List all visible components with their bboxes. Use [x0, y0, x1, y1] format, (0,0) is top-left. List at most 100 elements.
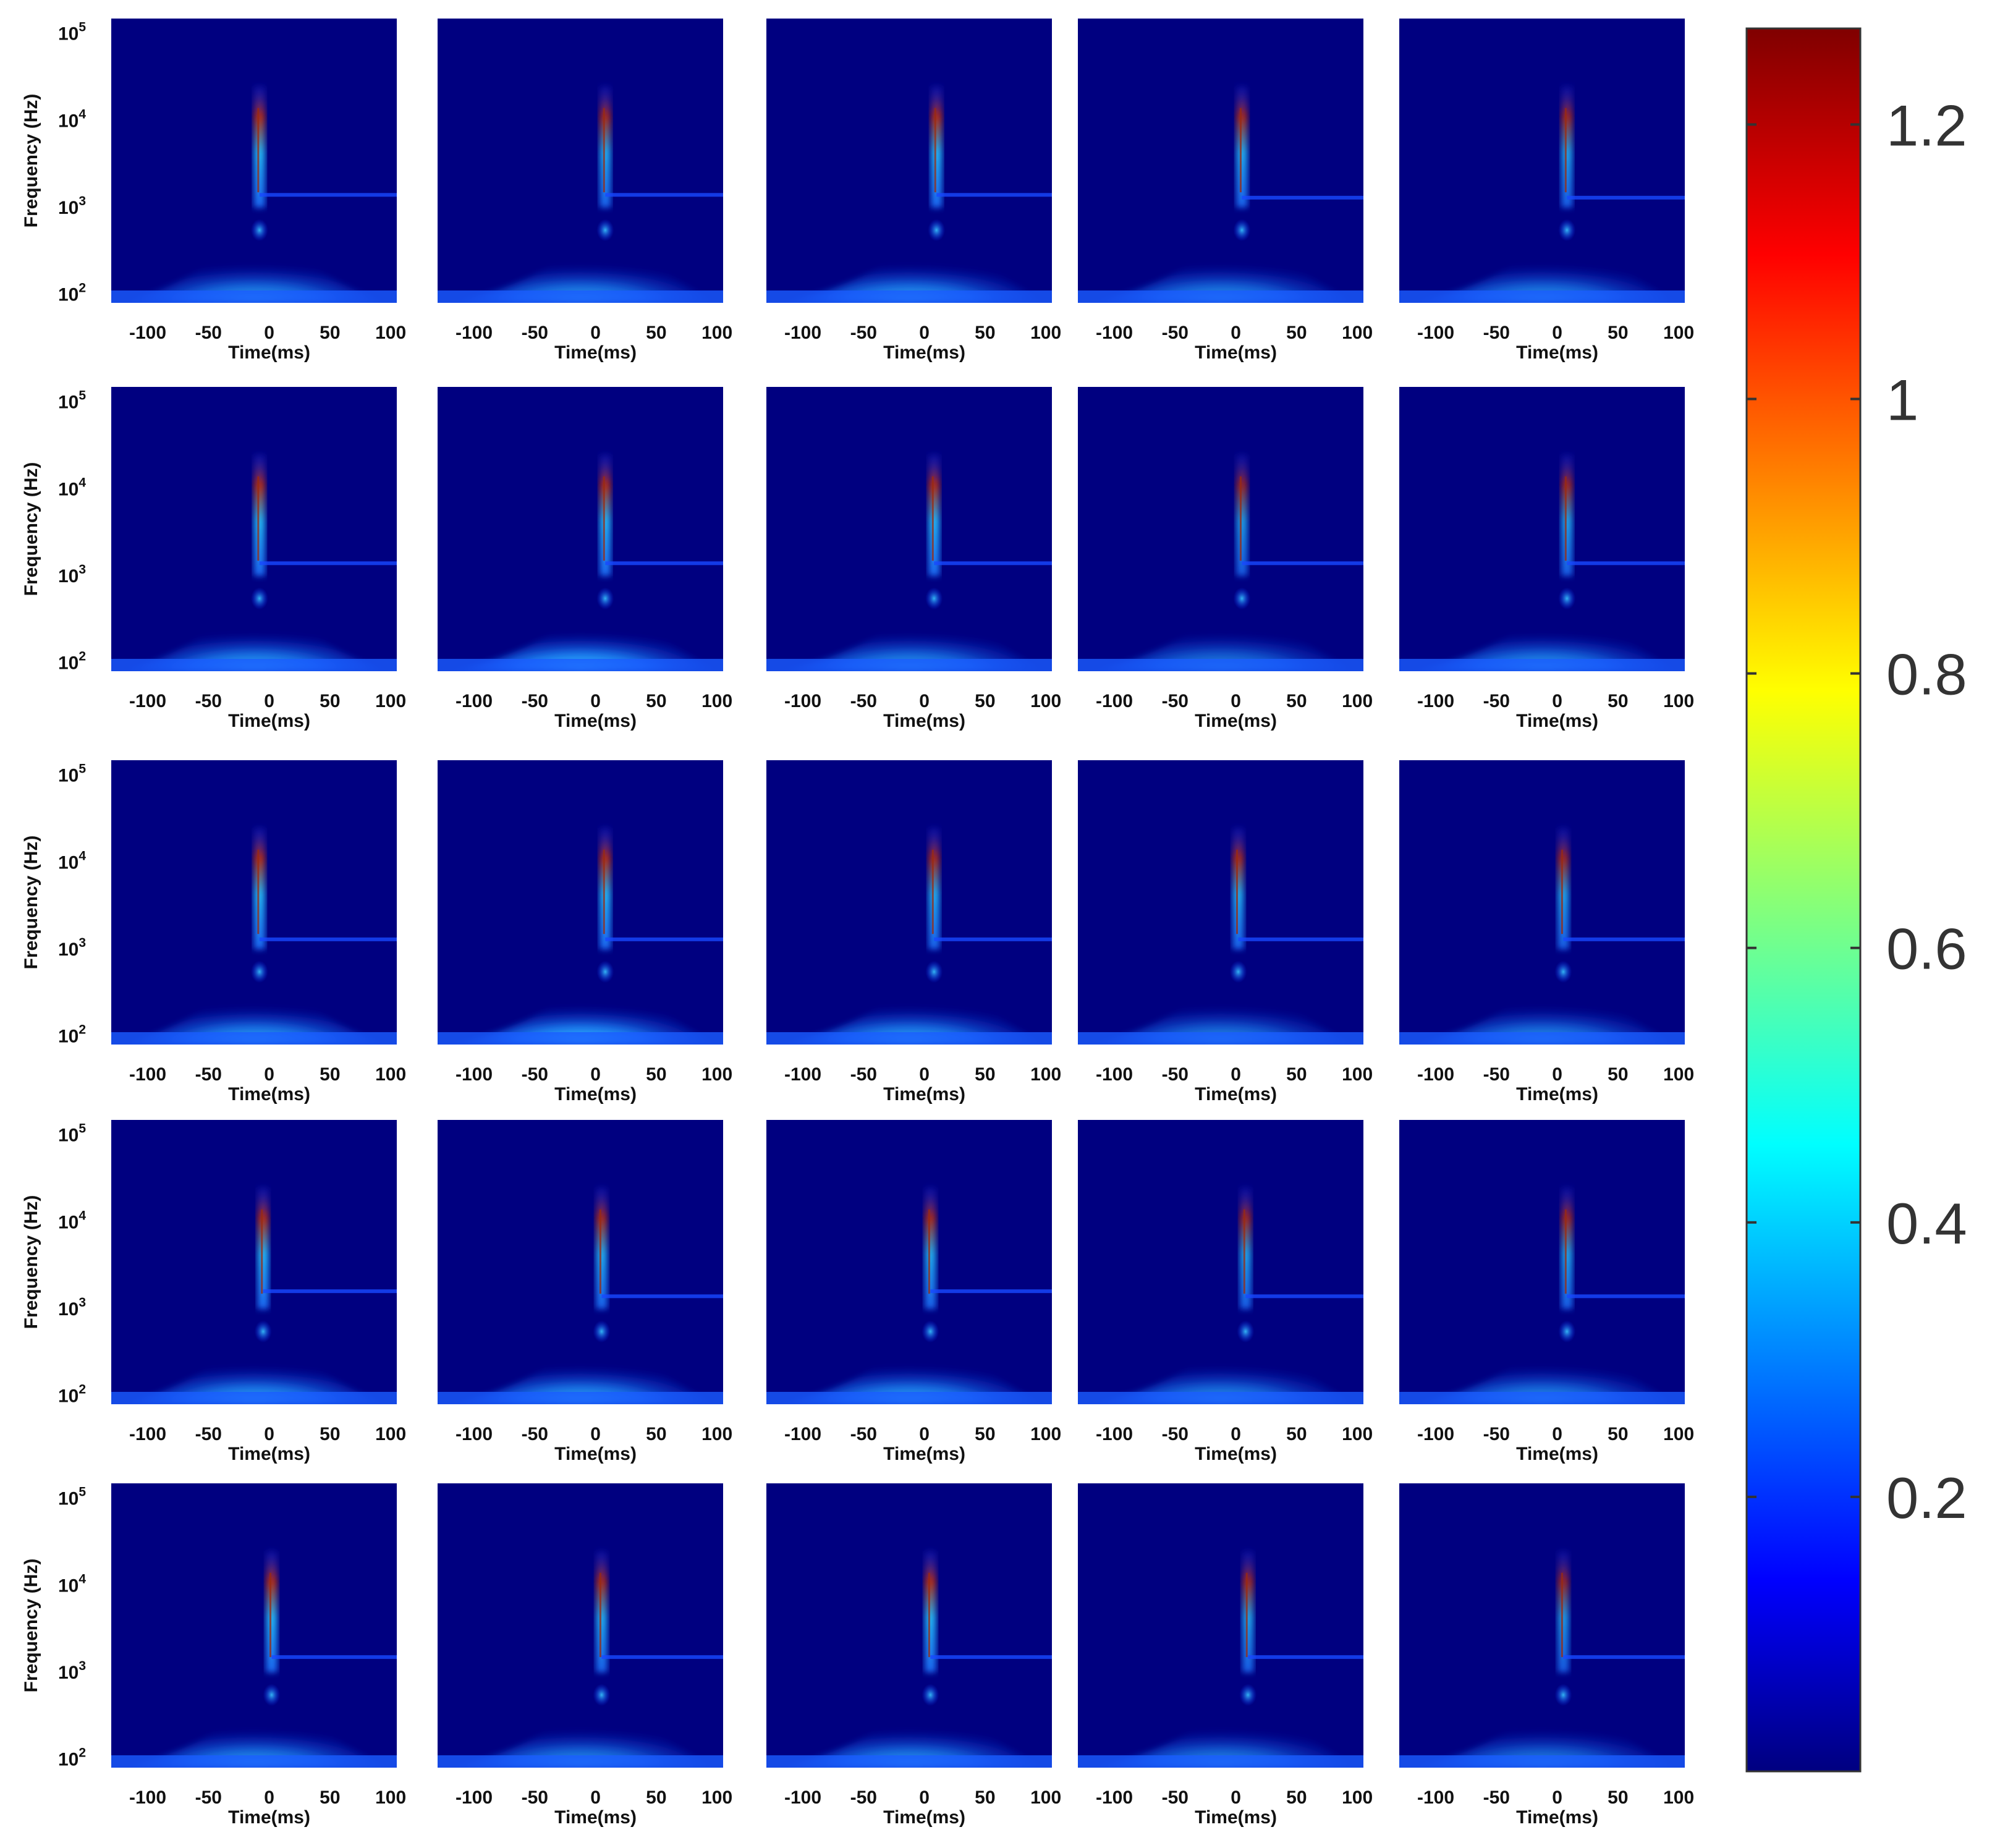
spectrogram-panel	[1399, 387, 1685, 671]
x-tick-label: 100	[1342, 691, 1373, 711]
y-tick-label: 105	[58, 1485, 86, 1509]
x-tick-label: 0	[919, 323, 930, 343]
x-axis-title: Time(ms)	[228, 711, 310, 731]
y-axis-title: Frequency (Hz)	[21, 836, 41, 970]
x-tick-label: -100	[1096, 691, 1133, 711]
spectrogram-panel	[1078, 760, 1363, 1045]
bottom-band	[766, 1032, 1052, 1045]
x-tick-label: -100	[1096, 1064, 1133, 1085]
x-tick-label: -50	[522, 691, 548, 711]
x-tick-label: 50	[646, 1064, 666, 1085]
x-tick-label: -50	[850, 1787, 877, 1808]
bottom-band	[438, 659, 723, 671]
x-axis-title: Time(ms)	[883, 1807, 965, 1828]
x-tick-label: -100	[1096, 1787, 1133, 1808]
x-axis: -100 -50 0 50 100 Time(ms)	[1417, 323, 1694, 363]
x-tick-label: 0	[590, 1787, 601, 1808]
x-tick-label: -100	[456, 691, 493, 711]
broadband-burst	[1232, 828, 1244, 949]
x-tick-label: 50	[1608, 323, 1628, 343]
x-tick-label: 100	[1342, 1064, 1373, 1085]
x-tick-label: 0	[1552, 1787, 1562, 1808]
spectrogram-panel	[1399, 19, 1685, 303]
x-axis-title: Time(ms)	[1516, 1807, 1598, 1828]
x-tick-label: -50	[195, 1424, 222, 1444]
low-frequency-cone	[1399, 227, 1685, 303]
low-frequency-cone	[1399, 1692, 1685, 1768]
x-tick-label: -50	[1483, 323, 1510, 343]
onset-blob	[1229, 960, 1247, 983]
x-tick-label: 100	[1663, 691, 1694, 711]
low-frequency-cone	[1078, 969, 1363, 1045]
onset-blob	[263, 1684, 281, 1706]
x-tick-label: -50	[1162, 323, 1189, 343]
x-tick-label: -100	[784, 691, 821, 711]
spectrogram-panel	[438, 387, 723, 671]
tonal-line	[601, 1655, 723, 1659]
x-tick-label: 100	[1030, 323, 1061, 343]
low-frequency-cone	[766, 595, 1052, 671]
broadband-burst	[600, 86, 611, 208]
x-axis: -100 -50 0 50 100 Time(ms)	[129, 1424, 406, 1464]
spectrogram-panel	[111, 19, 397, 303]
x-tick-label: 100	[1663, 1064, 1694, 1085]
x-axis: -100 -50 0 50 100 Time(ms)	[1096, 1064, 1373, 1104]
x-tick-label: 100	[1030, 1064, 1061, 1085]
y-tick-label: 102	[58, 649, 86, 673]
y-tick-label: 102	[58, 1382, 86, 1406]
x-axis-title: Time(ms)	[1195, 1807, 1277, 1828]
broadband-burst	[925, 1187, 936, 1309]
x-axis: -100 -50 0 50 100 Time(ms)	[1417, 1424, 1694, 1464]
onset-blob	[1558, 587, 1576, 610]
tonal-line	[1238, 937, 1363, 941]
tonal-line	[605, 937, 723, 941]
x-axis-title: Time(ms)	[554, 711, 637, 731]
x-tick-label: -100	[784, 1064, 821, 1085]
tonal-line	[930, 1655, 1052, 1659]
low-frequency-cone	[438, 595, 723, 671]
broadband-burst	[600, 454, 611, 576]
tonal-line	[259, 193, 397, 197]
x-tick-label: 0	[590, 323, 601, 343]
x-tick-label: 0	[1231, 691, 1241, 711]
x-axis: -100 -50 0 50 100 Time(ms)	[1096, 691, 1373, 731]
colorbar-tick-label: 1.2	[1886, 93, 1967, 158]
spectrogram-panel	[111, 1483, 397, 1768]
low-frequency-cone	[438, 227, 723, 303]
bottom-band	[1078, 1755, 1363, 1768]
tonal-line	[934, 561, 1052, 566]
bottom-band	[766, 659, 1052, 671]
colorbar-tick-label: 0.4	[1886, 1191, 1967, 1256]
bottom-band	[1399, 290, 1685, 303]
tonal-line	[1563, 937, 1685, 941]
x-tick-label: 100	[1663, 323, 1694, 343]
low-frequency-cone	[111, 969, 397, 1045]
broadband-burst	[1240, 1187, 1252, 1309]
x-tick-label: 0	[919, 1424, 930, 1444]
y-tick-label: 105	[58, 20, 86, 45]
broadband-burst	[600, 828, 611, 949]
spectrogram-panel	[1399, 760, 1685, 1045]
x-axis-title: Time(ms)	[883, 1084, 965, 1104]
bottom-band	[1078, 659, 1363, 671]
x-tick-label: -50	[1483, 1424, 1510, 1444]
x-tick-label: 100	[1663, 1424, 1694, 1444]
x-tick-label: -100	[784, 1424, 821, 1444]
y-tick-label: 104	[58, 1208, 86, 1232]
onset-blob	[250, 219, 268, 242]
spectrogram-panel	[438, 1120, 723, 1404]
tonal-line	[936, 193, 1052, 197]
onset-blob	[1239, 1684, 1257, 1706]
x-tick-label: 100	[701, 1064, 732, 1085]
broadband-burst	[1557, 828, 1569, 949]
x-tick-label: 0	[1552, 323, 1562, 343]
x-axis-title: Time(ms)	[1516, 1084, 1598, 1104]
x-axis: -100 -50 0 50 100 Time(ms)	[784, 1064, 1061, 1104]
spectrogram-panel	[766, 760, 1052, 1045]
tonal-line	[1567, 1294, 1685, 1299]
spectrogram-panel	[438, 1483, 723, 1768]
x-tick-label: -100	[456, 1064, 493, 1085]
x-axes: -100 -50 0 50 100 Time(ms) -100 -50 0 50 100 Time(m…	[129, 323, 1694, 1828]
x-axis: -100 -50 0 50 100 Time(ms)	[456, 1424, 732, 1464]
colorbar-tick-label: 0.6	[1886, 917, 1967, 981]
